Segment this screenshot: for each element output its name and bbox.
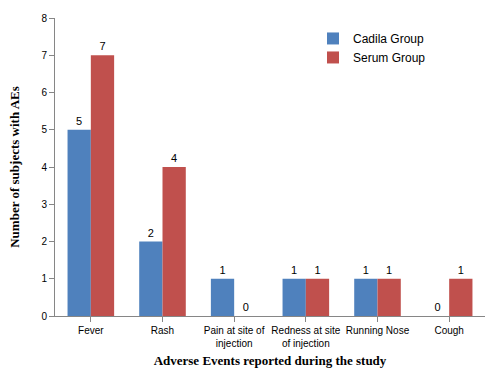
svg-text:Cadila Group: Cadila Group xyxy=(353,32,424,46)
svg-text:Rash: Rash xyxy=(151,325,174,336)
svg-text:6: 6 xyxy=(41,87,47,98)
svg-text:0: 0 xyxy=(243,301,249,313)
svg-text:Cough: Cough xyxy=(434,325,463,336)
svg-text:2: 2 xyxy=(41,236,47,247)
svg-text:1: 1 xyxy=(386,264,392,276)
svg-text:1: 1 xyxy=(363,264,369,276)
svg-text:Running Nose: Running Nose xyxy=(346,325,410,336)
svg-text:1: 1 xyxy=(219,264,225,276)
svg-text:5: 5 xyxy=(41,124,47,135)
svg-text:Serum Group: Serum Group xyxy=(353,51,425,65)
svg-text:1: 1 xyxy=(291,264,297,276)
svg-text:3: 3 xyxy=(41,199,47,210)
svg-text:1: 1 xyxy=(314,264,320,276)
svg-text:1: 1 xyxy=(458,264,464,276)
svg-text:Redness at siteof injection: Redness at siteof injection xyxy=(271,325,340,349)
svg-text:4: 4 xyxy=(41,162,47,173)
svg-text:4: 4 xyxy=(171,152,177,164)
svg-text:0: 0 xyxy=(434,301,440,313)
svg-text:Number of subjects with AEs: Number of subjects with AEs xyxy=(7,86,22,248)
svg-text:8: 8 xyxy=(41,13,47,24)
svg-text:5: 5 xyxy=(76,115,82,127)
svg-text:Fever: Fever xyxy=(78,325,104,336)
svg-text:7: 7 xyxy=(41,50,47,61)
svg-text:0: 0 xyxy=(41,311,47,322)
svg-text:7: 7 xyxy=(99,40,105,52)
svg-text:Pain at site ofinjection: Pain at site ofinjection xyxy=(204,325,265,349)
svg-text:Adverse Events reported during: Adverse Events reported during the study xyxy=(154,353,387,368)
svg-text:2: 2 xyxy=(148,227,154,239)
svg-text:1: 1 xyxy=(41,273,47,284)
